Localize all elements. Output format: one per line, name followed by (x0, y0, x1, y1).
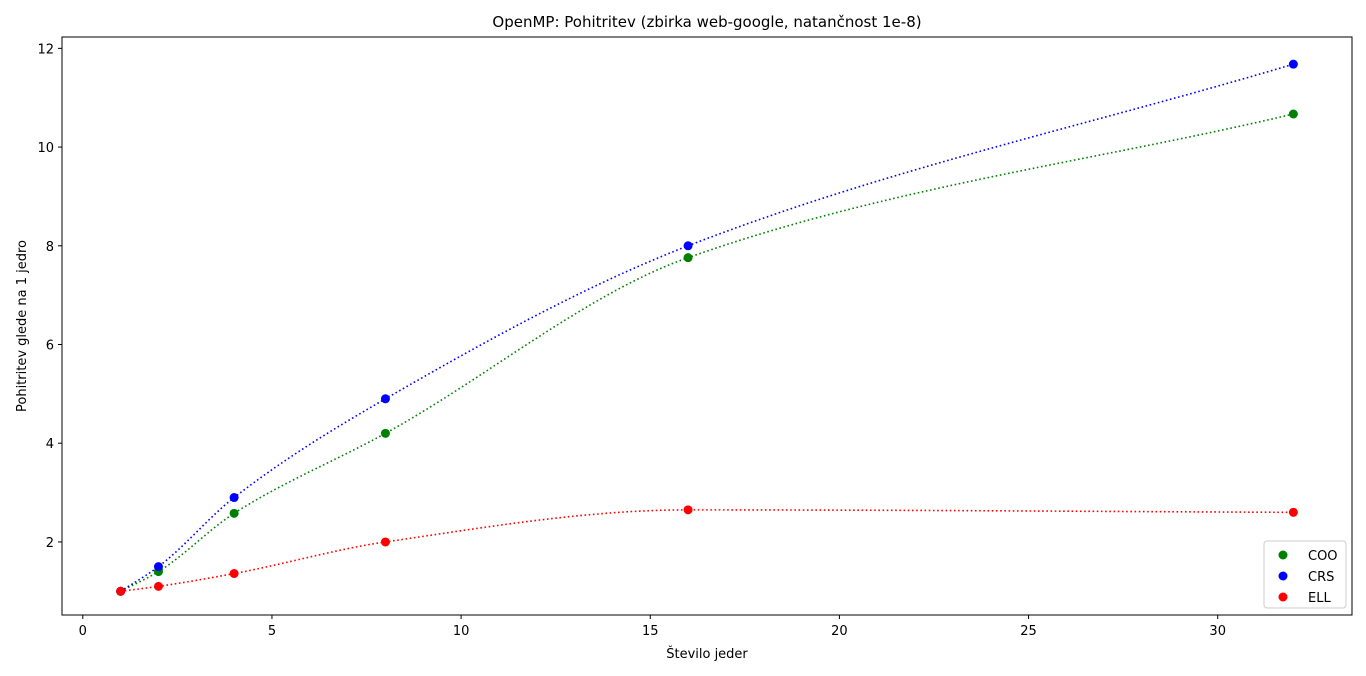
x-tick-label: 30 (1209, 624, 1226, 639)
point-coo (683, 253, 693, 263)
y-tick-label: 6 (46, 339, 54, 354)
point-ell (116, 586, 126, 596)
point-ell (229, 569, 239, 579)
x-tick-label: 20 (831, 624, 848, 639)
curve-ell (120, 509, 1294, 593)
point-crs (380, 394, 390, 404)
legend-marker-crs (1278, 571, 1288, 581)
fit-curves (120, 63, 1294, 593)
chart-title: OpenMP: Pohitritev (zbirka web-google, n… (492, 13, 921, 31)
legend-label-ell: ELL (1308, 591, 1331, 606)
x-tick-label: 25 (1020, 624, 1037, 639)
x-axis-ticks: 0 5 10 15 20 25 30 (79, 615, 1226, 639)
x-tick-label: 10 (453, 624, 470, 639)
legend-label-coo: COO (1308, 549, 1338, 564)
y-axis-ticks: 2 4 6 8 10 12 (37, 42, 62, 551)
legend: COO CRS ELL (1263, 540, 1347, 609)
y-tick-label: 8 (46, 240, 54, 255)
x-tick-label: 0 (79, 624, 87, 639)
point-ell (153, 581, 163, 591)
x-tick-label: 5 (268, 624, 276, 639)
x-axis-label: Število jeder (666, 646, 748, 662)
point-ell (380, 537, 390, 547)
legend-marker-coo (1278, 550, 1288, 560)
point-ell (683, 505, 693, 515)
y-tick-label: 10 (37, 141, 54, 156)
x-tick-label: 15 (642, 624, 659, 639)
y-tick-label: 4 (46, 437, 54, 452)
data-points (116, 59, 1298, 596)
legend-label-crs: CRS (1308, 570, 1334, 585)
curve-coo (120, 113, 1294, 593)
y-tick-label: 2 (46, 536, 54, 551)
point-crs (1288, 59, 1298, 69)
point-crs (153, 562, 163, 572)
point-crs (229, 493, 239, 503)
point-coo (380, 428, 390, 438)
y-tick-label: 12 (37, 42, 54, 57)
point-coo (229, 508, 239, 518)
curve-crs (120, 63, 1294, 592)
point-crs (683, 241, 693, 251)
point-ell (1288, 507, 1298, 517)
y-axis-label: Pohitritev glede na 1 jedro (15, 240, 30, 412)
legend-marker-ell (1278, 592, 1288, 602)
plot-frame (61, 36, 1353, 616)
point-coo (1288, 109, 1298, 119)
